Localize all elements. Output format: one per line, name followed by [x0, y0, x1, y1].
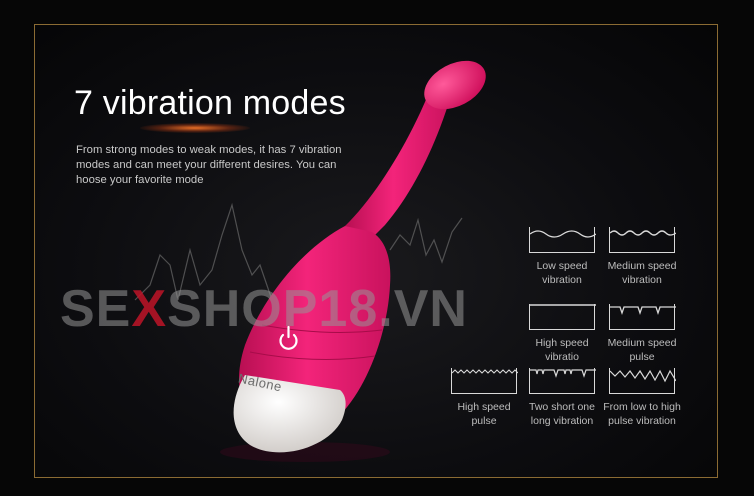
- watermark-part1: SE: [60, 280, 132, 338]
- pulse-icon: [609, 304, 676, 330]
- mode-high-speed-vibration: High speed vibratio: [517, 304, 607, 364]
- two-short-one-long-icon: [529, 368, 596, 394]
- watermark-part3: SHOP18.VN: [167, 280, 468, 338]
- mode-label: Medium speed vibration: [607, 260, 677, 286]
- description-text: From strong modes to weak modes, it has …: [76, 144, 342, 186]
- watermark-part2: X: [131, 280, 168, 338]
- mode-low-to-high-pulse: From low to high pulse vibration: [597, 368, 687, 428]
- rising-zigzag-icon: [609, 368, 676, 394]
- mode-label: Low speed vibration: [536, 260, 588, 286]
- mode-label: Two short one long vibration: [529, 401, 595, 427]
- mode-medium-speed-pulse: Medium speed pulse: [597, 304, 687, 364]
- mode-low-speed-vibration: Low speed vibration: [517, 227, 607, 287]
- page-title: 7 vibration modes: [74, 84, 346, 122]
- dense-pulse-icon: [451, 368, 518, 394]
- mode-high-speed-pulse: High speed pulse: [439, 368, 529, 428]
- mode-label: High speed vibratio: [535, 337, 589, 363]
- mode-label: High speed pulse: [457, 401, 511, 427]
- mode-label: From low to high pulse vibration: [603, 401, 681, 427]
- mode-label: Medium speed pulse: [607, 337, 677, 363]
- flat-line-icon: [529, 304, 596, 330]
- low-wave-icon: [529, 227, 596, 253]
- title-glow: [140, 123, 250, 133]
- watermark: SEXSHOP18.VN: [60, 283, 468, 335]
- mode-two-short-one-long: Two short one long vibration: [517, 368, 607, 428]
- medium-wave-icon: [609, 227, 676, 253]
- mode-medium-speed-vibration: Medium speed vibration: [597, 227, 687, 287]
